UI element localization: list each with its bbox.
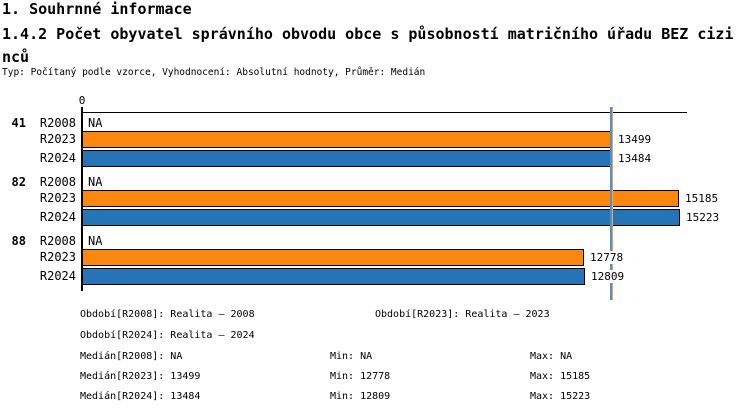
legend-item-r2024: Období[R2024]: Realita – 2024 xyxy=(80,330,255,341)
row-label-82-R2023: R2023 xyxy=(39,191,76,205)
na-label-41-R2008: NA xyxy=(88,116,103,130)
bar-82-R2024 xyxy=(82,209,680,226)
bar-chart: 0 41 R2008 NA R2023 13499 R2024 13484 82 R2008 NA… xyxy=(11,94,721,300)
group-label-41: 41 xyxy=(11,116,26,130)
indicator-meta: Typ: Počítaný podle vzorce, Vyhodnocení:… xyxy=(2,67,426,78)
value-label-41-R2024: 13484 xyxy=(617,152,653,165)
row-label-88-R2023: R2023 xyxy=(39,250,76,264)
stat-median-r2024: Medián[R2024]: 13484 xyxy=(80,391,201,402)
value-label-41-R2023: 13499 xyxy=(617,133,653,146)
value-label-82-R2023: 15185 xyxy=(684,192,720,205)
row-label-41-R2024: R2024 xyxy=(39,151,76,165)
stat-max-r2008: Max: NA xyxy=(530,351,573,362)
na-label-82-R2008: NA xyxy=(88,175,103,189)
page-title: 1. Souhrnné informace xyxy=(2,0,192,18)
group-label-82: 82 xyxy=(11,175,26,189)
row-label-41-R2008: R2008 xyxy=(39,116,76,130)
na-label-88-R2008: NA xyxy=(88,234,103,248)
axis-zero-label: 0 xyxy=(78,94,86,107)
stat-median-r2023: Medián[R2023]: 13499 xyxy=(80,371,201,382)
median-line-R2023 xyxy=(611,107,613,300)
bar-41-R2024 xyxy=(82,150,612,167)
stat-min-r2008: Min: NA xyxy=(330,351,373,362)
bar-41-R2023 xyxy=(82,131,612,148)
median-line-R2024 xyxy=(610,107,612,300)
value-label-88-R2023: 12778 xyxy=(589,251,625,264)
bar-82-R2023 xyxy=(82,190,679,207)
value-label-82-R2024: 15223 xyxy=(685,211,721,224)
stat-max-r2023: Max: 15185 xyxy=(530,371,591,382)
x-axis-top-line xyxy=(81,112,687,113)
row-label-88-R2008: R2008 xyxy=(39,234,76,248)
indicator-title: 1.4.2 Počet obyvatel správního obvodu ob… xyxy=(2,25,734,66)
legend-item-r2023: Období[R2023]: Realita – 2023 xyxy=(375,309,550,320)
bar-88-R2024 xyxy=(82,268,585,285)
bar-88-R2023 xyxy=(82,249,584,266)
stat-min-r2024: Min: 12809 xyxy=(330,391,391,402)
row-label-82-R2024: R2024 xyxy=(39,210,76,224)
value-label-88-R2024: 12809 xyxy=(590,270,626,283)
stat-median-r2008: Medián[R2008]: NA xyxy=(80,351,183,362)
group-label-88: 88 xyxy=(11,234,26,248)
legend-item-r2008: Období[R2008]: Realita – 2008 xyxy=(80,309,255,320)
row-label-41-R2023: R2023 xyxy=(39,132,76,146)
stat-max-r2024: Max: 15223 xyxy=(530,391,591,402)
stat-min-r2023: Min: 12778 xyxy=(330,371,391,382)
row-label-88-R2024: R2024 xyxy=(39,269,76,283)
row-label-82-R2008: R2008 xyxy=(39,175,76,189)
